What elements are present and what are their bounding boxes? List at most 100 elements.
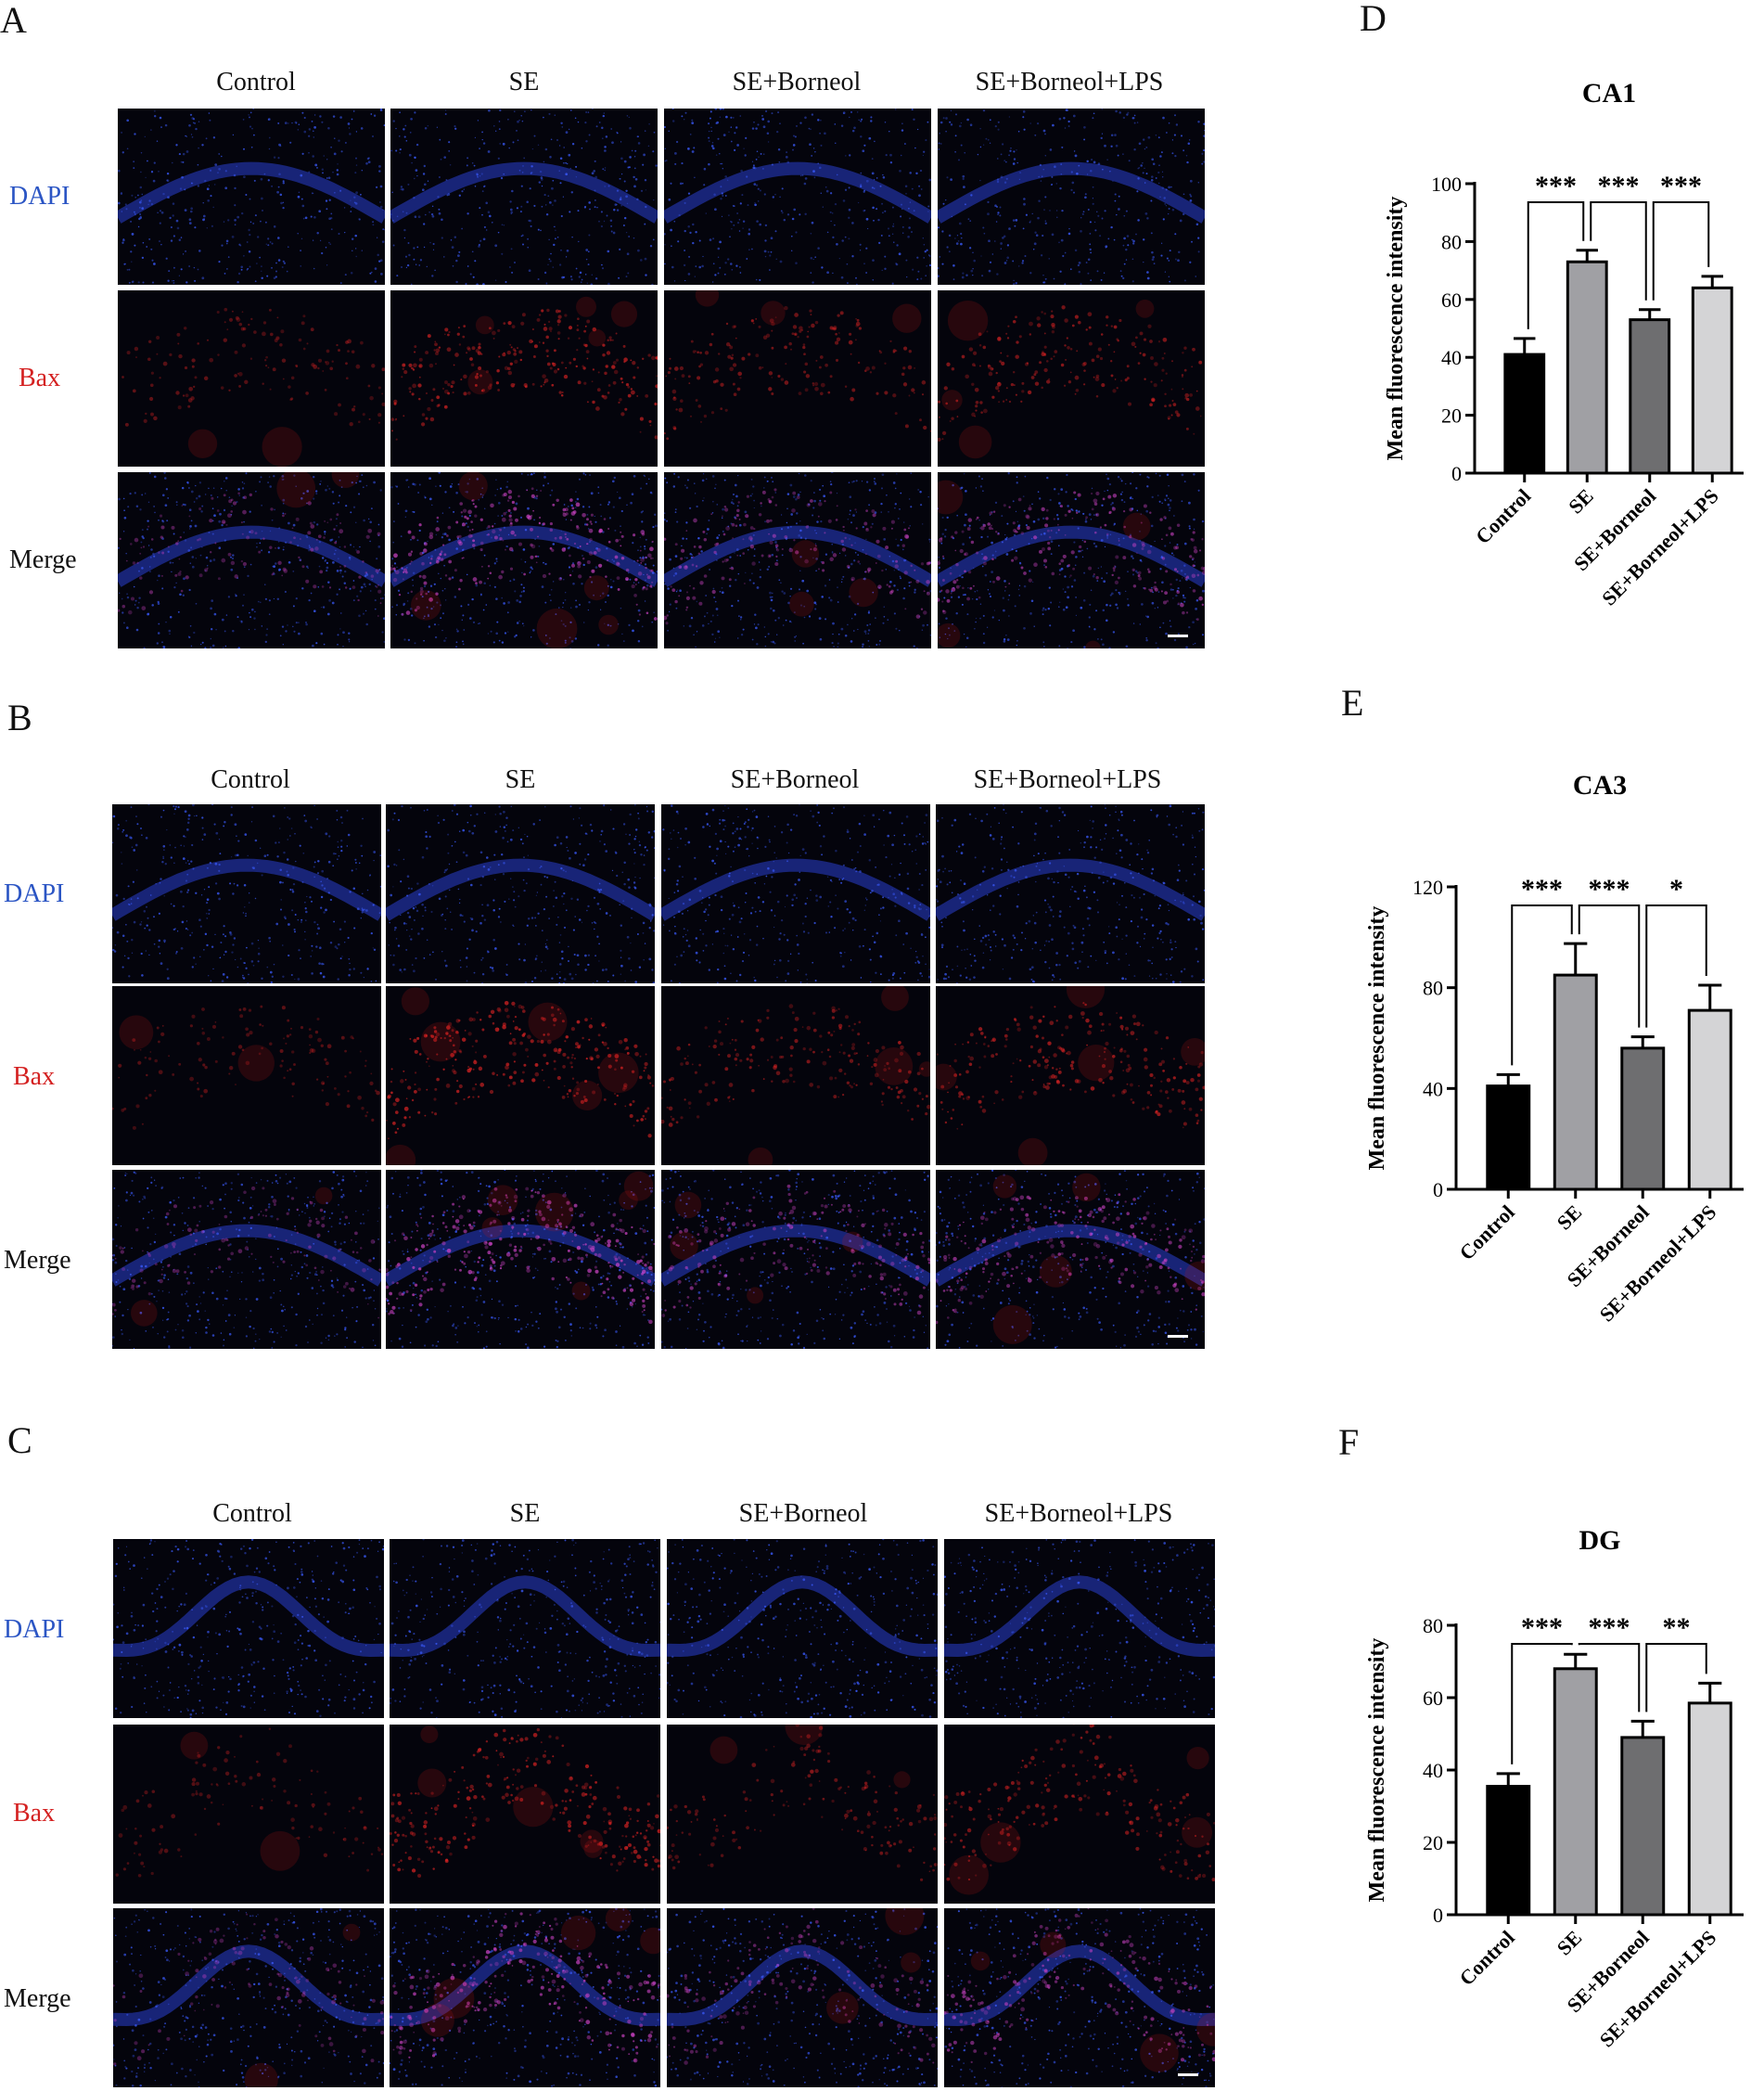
y-tick-label: 80 <box>1441 230 1462 253</box>
y-axis-label: Mean fluorescence intensity <box>1365 1638 1389 1903</box>
significance-label: ** <box>1663 1612 1691 1643</box>
micrograph-merge-control <box>112 1170 381 1349</box>
micrograph-bax-se <box>390 290 658 467</box>
bar-3 <box>1691 286 1733 475</box>
bar-1 <box>1566 260 1608 475</box>
x-tick-label: SE <box>1553 1926 1587 1960</box>
significance-bracket <box>1511 1643 1573 1764</box>
significance-label: *** <box>1535 171 1577 201</box>
significance-label: *** <box>1589 874 1630 904</box>
micrograph-merge-se-borneol-lps <box>938 472 1205 648</box>
micrograph-bax-se-borneol <box>661 986 930 1165</box>
bar-3 <box>1687 1701 1732 1917</box>
column-label-se: SE <box>505 765 536 794</box>
column-label-se-borneol-lps: SE+Borneol+LPS <box>975 68 1164 96</box>
x-tick-label: SE+Borneol+LPS <box>1595 1926 1721 2052</box>
panel-letter-d: D <box>1360 0 1387 39</box>
y-tick-label: 40 <box>1423 1077 1443 1100</box>
x-tick-label: Control <box>1455 1200 1519 1264</box>
micrograph-dapi-se-borneol-lps <box>944 1539 1215 1718</box>
bar-0 <box>1486 1084 1531 1191</box>
chart-svg: CA3 Mean fluorescence intensity 0 40 80 120 Co… <box>1365 770 1744 1327</box>
x-tick-label: SE <box>1553 1200 1587 1235</box>
panel-letter-f: F <box>1338 1421 1360 1463</box>
micrograph-merge-se-borneol <box>661 1170 930 1349</box>
micrograph-dapi-control <box>113 1539 384 1718</box>
row-label-bax: Bax <box>19 364 61 392</box>
column-label-se: SE <box>508 68 540 96</box>
micrograph-dapi-control <box>112 804 381 983</box>
scale-bar <box>1168 635 1188 637</box>
y-tick-label: 0 <box>1433 1904 1443 1927</box>
micrograph-merge-se <box>386 1170 655 1349</box>
bar-chart-ca1: CA1 Mean fluorescence intensity 0 20 40 60 80 1… <box>1354 65 1762 659</box>
chart-svg: DG Mean fluorescence intensity 0 20 40 60 80 Co… <box>1365 1525 1744 2052</box>
micrograph-dapi-se-borneol <box>664 109 931 285</box>
y-tick-label: 100 <box>1431 173 1462 196</box>
significance-label: *** <box>1598 171 1640 201</box>
column-label-se-borneol-lps: SE+Borneol+LPS <box>984 1499 1173 1528</box>
micrograph-bax-se <box>390 1725 660 1904</box>
micrograph-dapi-control <box>118 109 385 285</box>
bar-0 <box>1486 1785 1531 1917</box>
y-tick-label: 20 <box>1441 404 1462 428</box>
bar-2 <box>1620 1046 1666 1191</box>
x-tick-label: SE+Borneol+LPS <box>1595 1200 1721 1327</box>
significance-bracket <box>1645 1643 1707 1713</box>
y-tick-label: 60 <box>1441 289 1462 312</box>
micrograph-merge-se-borneol <box>667 1908 938 2087</box>
significance-bracket <box>1578 1643 1641 1713</box>
significance-label: *** <box>1521 874 1563 904</box>
y-axis-label: Mean fluorescence intensity <box>1384 197 1408 461</box>
significance-bracket <box>1578 904 1641 1028</box>
y-tick-label: 60 <box>1423 1687 1443 1710</box>
significance-label: *** <box>1521 1612 1563 1643</box>
micrograph-bax-se-borneol-lps <box>944 1725 1215 1904</box>
micrograph-merge-se <box>390 1908 660 2087</box>
micrograph-bax-se-borneol-lps <box>936 986 1205 1165</box>
chart-title: CA1 <box>1582 78 1636 109</box>
micrograph-bax-control <box>113 1725 384 1904</box>
column-label-se-borneol: SE+Borneol <box>738 1499 868 1528</box>
chart-title: DG <box>1579 1525 1621 1556</box>
bar-3 <box>1687 1008 1732 1191</box>
micrograph-bax-se-borneol-lps <box>938 290 1205 467</box>
y-tick-label: 80 <box>1423 977 1443 1000</box>
significance-label: *** <box>1660 171 1702 201</box>
micrograph-dapi-se <box>390 1539 660 1718</box>
row-label-merge: Merge <box>4 1984 71 2013</box>
bar-chart-ca3: CA3 Mean fluorescence intensity 0 40 80 120 Co… <box>1336 770 1762 1364</box>
micrograph-merge-se <box>390 472 658 648</box>
column-label-control: Control <box>216 68 296 96</box>
micrograph-dapi-se-borneol-lps <box>938 109 1205 285</box>
significance-bracket <box>1652 201 1710 301</box>
scale-bar <box>1178 2073 1198 2076</box>
significance-bracket <box>1527 201 1585 329</box>
panel-letter-b: B <box>7 697 32 738</box>
column-label-control: Control <box>211 765 290 794</box>
y-axis-label: Mean fluorescence intensity <box>1365 906 1389 1171</box>
row-label-bax: Bax <box>13 1062 56 1091</box>
column-label-se-borneol: SE+Borneol <box>732 68 862 96</box>
chart-title: CA3 <box>1573 770 1627 801</box>
micrograph-merge-se-borneol-lps <box>944 1908 1215 2087</box>
micrograph-bax-control <box>118 290 385 467</box>
y-tick-label: 40 <box>1423 1759 1443 1782</box>
significance-label: *** <box>1589 1612 1630 1643</box>
micrograph-bax-se-borneol <box>664 290 931 467</box>
y-tick-label: 0 <box>1451 462 1462 485</box>
significance-bracket <box>1645 904 1707 1028</box>
micrograph-merge-se-borneol-lps <box>936 1170 1205 1349</box>
y-tick-label: 40 <box>1441 346 1462 369</box>
x-tick-label: SE <box>1564 484 1598 519</box>
chart-svg: CA1 Mean fluorescence intensity 0 20 40 60 80 1… <box>1384 78 1744 610</box>
bar-2 <box>1620 1736 1666 1917</box>
row-label-dapi: DAPI <box>9 182 70 211</box>
x-tick-label: SE+Borneol+LPS <box>1597 484 1723 610</box>
micrograph-bax-se-borneol <box>667 1725 938 1904</box>
row-label-dapi: DAPI <box>4 879 65 908</box>
micrograph-dapi-se-borneol <box>667 1539 938 1718</box>
micrograph-dapi-se <box>386 804 655 983</box>
y-tick-label: 20 <box>1423 1831 1443 1854</box>
significance-bracket <box>1511 904 1573 1066</box>
